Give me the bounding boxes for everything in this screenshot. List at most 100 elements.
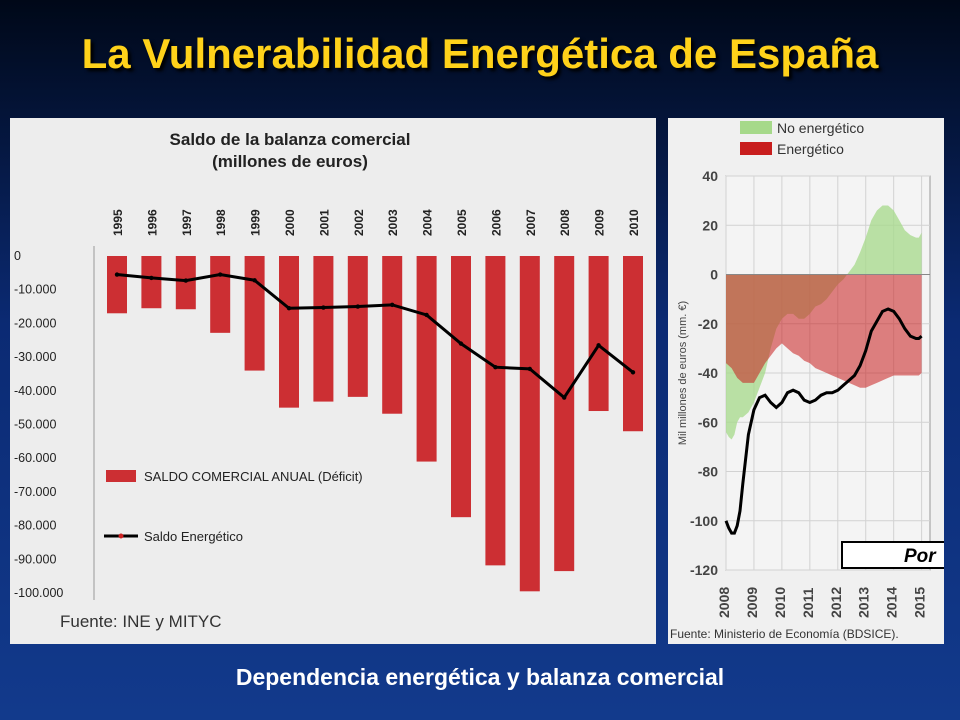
legend-label-line: Saldo Energético — [144, 529, 243, 544]
y-tick-label: -100 — [690, 513, 718, 529]
y-tick-label: -40 — [698, 365, 718, 381]
x-tick-label: 1996 — [145, 209, 159, 236]
y-tick-label: -20 — [698, 316, 718, 332]
y-tick-label: -120 — [690, 562, 718, 578]
bar-saldo-comercial — [210, 256, 231, 333]
x-tick-label: 2010 — [627, 209, 641, 236]
x-tick-label: 2010 — [772, 587, 788, 618]
x-tick-label: 2002 — [352, 209, 366, 236]
y-tick-label: -10.000 — [14, 283, 56, 297]
area-energetico — [726, 274, 922, 388]
legend-label-bar: SALDO COMERCIAL ANUAL (Déficit) — [144, 469, 363, 484]
bar-saldo-comercial — [347, 256, 368, 397]
y-tick-label: 40 — [702, 168, 718, 184]
y-tick-label: -20.000 — [14, 316, 56, 330]
point-saldo-energetico — [493, 365, 498, 370]
x-tick-label: 2008 — [716, 587, 732, 618]
bar-saldo-comercial — [244, 256, 265, 371]
x-tick-label: 1997 — [180, 209, 194, 236]
x-tick-label: 2003 — [386, 209, 400, 236]
slide-title: La Vulnerabilidad Energética de España — [81, 30, 879, 77]
energy-balance-chart: 40 20 0 -20 -40 -60 -80 -100 -120 2008 2009 2010 201… — [670, 120, 944, 641]
point-saldo-energetico — [596, 343, 601, 348]
y-tick-label: -50.000 — [14, 418, 56, 432]
energy-balance-chart-panel: 40 20 0 -20 -40 -60 -80 -100 -120 2008 2009 2010 201… — [668, 118, 944, 644]
area-no-energetico — [726, 205, 922, 440]
x-tick-label: 2000 — [283, 209, 297, 236]
point-saldo-energetico — [252, 278, 257, 283]
line-saldo — [724, 307, 923, 535]
chart-subtitle: (millones de euros) — [212, 152, 368, 171]
bar-saldo-comercial — [107, 256, 127, 314]
x-tick-label: 2008 — [558, 209, 572, 236]
legend-swatch-marker — [118, 533, 124, 539]
y-tick-label: -70.000 — [14, 485, 56, 499]
legend-label-energetico: Energético — [777, 141, 844, 157]
bar-saldo-comercial — [141, 256, 162, 309]
x-tick-label: 1995 — [111, 209, 125, 236]
bar-saldo-comercial — [519, 256, 540, 592]
point-saldo-energetico — [183, 278, 188, 283]
chart-source: Fuente: Ministerio de Economía (BDSICE). — [670, 627, 899, 641]
point-saldo-energetico — [424, 312, 429, 318]
y-tick-label: -60 — [698, 414, 718, 430]
bar-saldo-comercial — [313, 256, 334, 402]
x-tick-label: 2013 — [856, 587, 872, 618]
y-tick-label: -30.000 — [14, 350, 56, 364]
y-tick-label: -40.000 — [14, 384, 56, 398]
y-tick-label: 0 — [14, 249, 21, 263]
legend-swatch-no-energetico — [740, 121, 772, 134]
point-saldo-energetico — [562, 395, 567, 400]
y-tick-label: 20 — [702, 217, 718, 233]
x-tick-label: 2009 — [593, 209, 607, 236]
x-tick-label: 2011 — [800, 587, 816, 618]
x-tick-label: 1999 — [249, 209, 263, 236]
bar-saldo-comercial — [279, 256, 299, 408]
point-saldo-energetico — [321, 305, 326, 310]
bar-saldo-comercial — [588, 256, 609, 412]
y-tick-label: -100.000 — [14, 586, 63, 600]
point-saldo-energetico — [114, 272, 120, 277]
x-tick-label: 2012 — [828, 587, 844, 618]
trade-balance-chart: Saldo de la balanza comercial (millones d… — [14, 130, 643, 631]
point-saldo-energetico — [630, 370, 636, 375]
y-tick-label: -80.000 — [14, 519, 56, 533]
point-saldo-energetico — [527, 366, 532, 372]
y-tick-label: -80 — [698, 464, 718, 480]
point-saldo-energetico — [390, 302, 395, 308]
x-tick-label: 1998 — [214, 209, 228, 236]
chart-title: Saldo de la balanza comercial — [170, 130, 411, 149]
x-tick-label: 2006 — [489, 209, 503, 236]
bar-saldo-comercial — [382, 256, 403, 414]
bar-saldo-comercial — [623, 256, 643, 432]
bar-saldo-comercial — [451, 256, 471, 518]
bar-saldo-comercial — [554, 256, 575, 572]
point-saldo-energetico — [149, 275, 154, 281]
y-tick-label: -60.000 — [14, 451, 56, 465]
point-saldo-energetico — [218, 272, 223, 277]
line-saldo-energetico — [116, 273, 634, 400]
overlay-box — [841, 541, 944, 569]
y-axis-label: Mil millones de euros (mm. €) — [677, 301, 689, 445]
y-tick-label: 0 — [710, 267, 718, 283]
x-tick-label: 2007 — [524, 209, 538, 236]
chart-source: Fuente: INE y MITYC — [60, 612, 222, 631]
x-tick-label: 2015 — [912, 587, 928, 618]
point-saldo-energetico — [286, 306, 292, 311]
point-saldo-energetico — [355, 304, 360, 309]
x-tick-label: 2001 — [317, 209, 331, 236]
x-tick-label: 2005 — [455, 209, 469, 236]
legend-swatch-energetico — [740, 142, 772, 155]
x-tick-label: 2009 — [744, 587, 760, 618]
point-saldo-energetico — [458, 341, 464, 346]
y-tick-label: -90.000 — [14, 552, 56, 566]
legend-swatch-bar — [106, 470, 136, 482]
bar-saldo-comercial — [485, 256, 506, 566]
x-tick-label: 2004 — [421, 209, 435, 236]
overlay-label: Por — [904, 546, 937, 567]
legend-label-no-energetico: No energético — [777, 120, 864, 136]
x-tick-label: 2014 — [884, 587, 900, 618]
trade-balance-chart-panel: Saldo de la balanza comercial (millones d… — [10, 118, 656, 644]
bar-saldo-comercial — [416, 256, 437, 462]
slide-caption: Dependencia energética y balanza comerci… — [235, 664, 725, 690]
